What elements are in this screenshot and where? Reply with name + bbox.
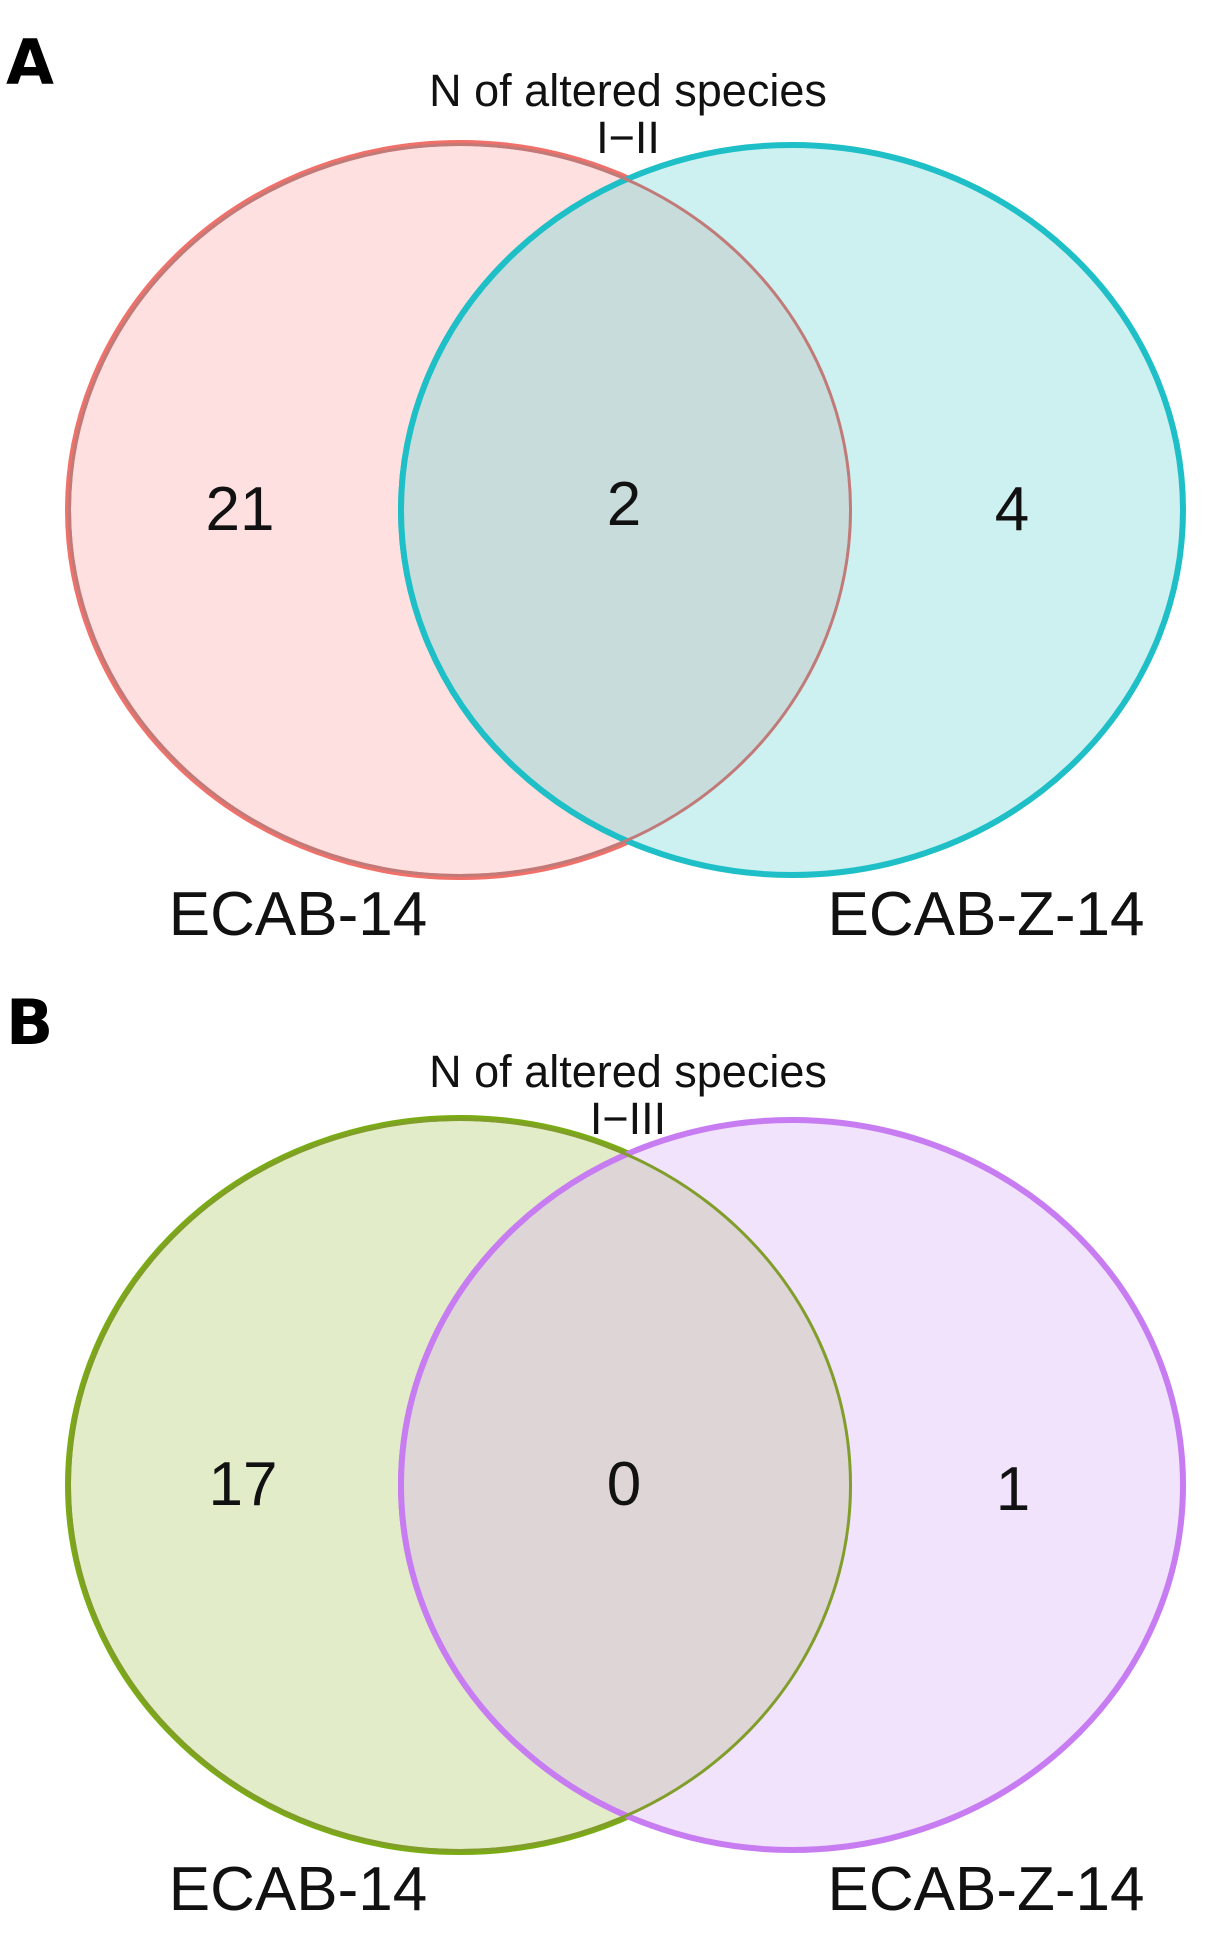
panel-b-intersection-count: 0	[607, 1450, 641, 1519]
panel-a-intersection-count: 2	[607, 470, 641, 539]
panel-b-title-line2: I−III	[590, 1093, 666, 1144]
panel-b-title-line1: N of altered species	[429, 1046, 827, 1097]
panel-b-letter: B	[6, 986, 53, 1059]
panel-a-right-label: ECAB-Z-14	[828, 880, 1145, 949]
panel-b-left-count: 17	[209, 1450, 278, 1519]
panel-b-right-label: ECAB-Z-14	[828, 1855, 1145, 1924]
panel-a-letter: A	[6, 26, 54, 99]
panel-a-title-line1: N of altered species	[429, 65, 827, 116]
panel-a-title-line2: I−II	[596, 112, 660, 163]
venn-panel-b: B N of altered species I−III 17 0 1 ECAB…	[6, 986, 1186, 1924]
panel-a-right-count: 4	[995, 475, 1029, 544]
panel-b-right-count: 1	[996, 1455, 1030, 1524]
panel-a-left-label: ECAB-14	[169, 880, 427, 949]
panel-a-left-count: 21	[206, 475, 275, 544]
panel-b-left-label: ECAB-14	[169, 1855, 427, 1924]
venn-panel-a: A N of altered species I−II 21 2 4 ECAB-…	[6, 26, 1186, 949]
